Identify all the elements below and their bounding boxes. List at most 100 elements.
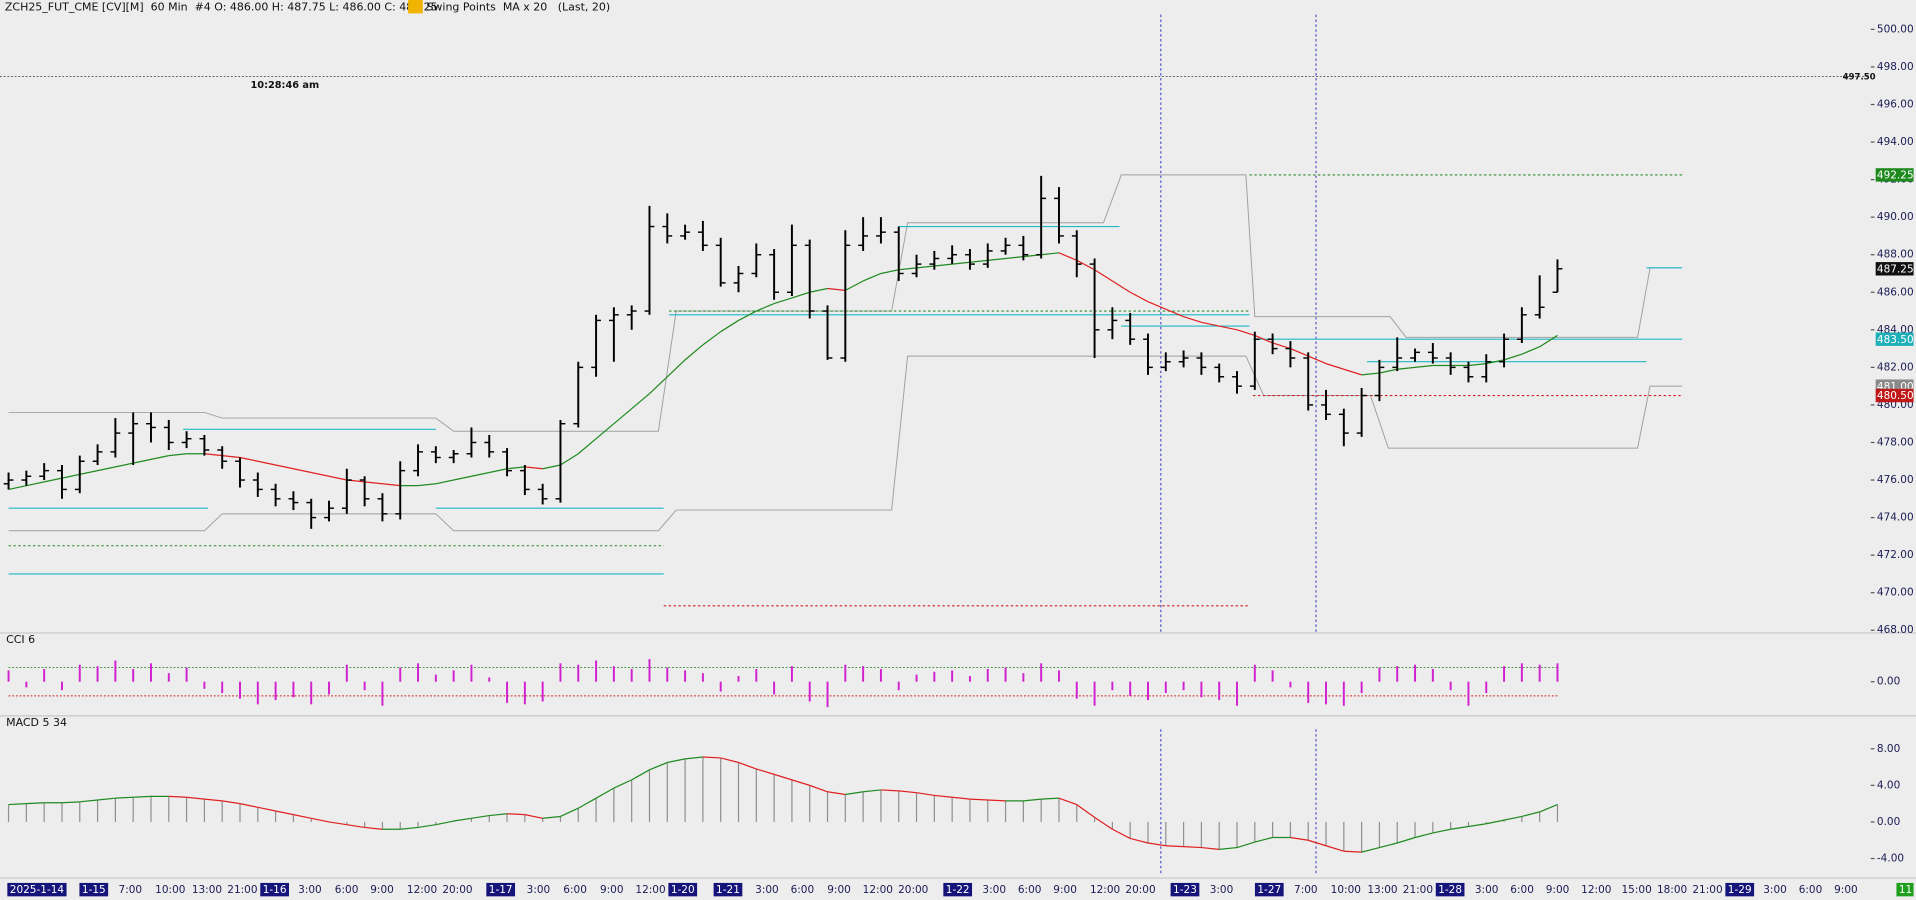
macd-segment <box>453 817 472 822</box>
ma-segment <box>453 475 472 481</box>
macd-segment <box>1023 798 1042 802</box>
header-badge <box>408 0 423 14</box>
date-label: 1-23 <box>1173 884 1197 896</box>
macd-segment <box>880 789 899 792</box>
ma-segment <box>293 468 312 474</box>
macd-segment <box>1308 839 1327 847</box>
macd-segment <box>435 820 454 826</box>
macd-segment <box>1165 845 1184 848</box>
y-tick-label: 478.00 <box>1877 436 1914 448</box>
macd-segment <box>346 824 365 829</box>
date-label-bg <box>260 882 289 897</box>
time-label: 6:00 <box>1510 884 1534 896</box>
time-label: 9:00 <box>370 884 394 896</box>
y-tick-label: 0.00 <box>1877 816 1900 828</box>
time-label: 21:00 <box>227 884 257 896</box>
time-label: 6:00 <box>1799 884 1823 896</box>
macd-segment <box>1076 804 1095 818</box>
ma-segment <box>613 408 633 425</box>
macd-segment <box>1130 837 1149 844</box>
ma-segment <box>542 464 561 470</box>
time-label: 3:00 <box>1475 884 1499 896</box>
date-label-bg <box>668 882 698 897</box>
macd-segment <box>275 810 294 816</box>
time-label: 6:00 <box>1018 884 1042 896</box>
time-label: 12:00 <box>1581 884 1611 896</box>
y-tick-label: 482.00 <box>1877 361 1914 373</box>
ma-segment <box>1219 325 1238 331</box>
ma-segment <box>1201 321 1220 327</box>
ma-segment <box>880 269 899 275</box>
y-tick-label: 500.00 <box>1877 23 1914 35</box>
ma-segment <box>1112 280 1131 293</box>
time-label: 6:00 <box>335 884 359 896</box>
ma-segment <box>1414 364 1433 368</box>
macd-segment <box>1112 828 1131 839</box>
ma-segment <box>222 455 241 459</box>
ma-segment <box>1486 359 1505 365</box>
y-tick-label: 480.00 <box>1877 399 1914 411</box>
time-label: 6:00 <box>791 884 815 896</box>
ma-segment <box>1254 334 1273 344</box>
time-label: 6:00 <box>563 884 587 896</box>
y-tick-label: 474.00 <box>1877 512 1914 524</box>
macd-segment <box>524 814 543 819</box>
macd-segment <box>613 779 632 789</box>
ma-segment <box>1129 291 1149 303</box>
macd-segment <box>595 787 615 799</box>
macd-segment <box>916 792 935 797</box>
crosshair-time: 10:28:46 am <box>250 80 319 91</box>
time-label: 20:00 <box>1125 884 1155 896</box>
ma-segment <box>969 259 988 263</box>
ma-segment <box>862 272 882 282</box>
date-label-bg <box>1170 882 1200 897</box>
time-label: 3:00 <box>527 884 551 896</box>
date-label: 1-20 <box>671 884 695 896</box>
envelope-line <box>8 174 1683 432</box>
date-label-bg <box>1435 882 1465 897</box>
price-tag <box>1875 262 1914 276</box>
ma-segment <box>204 453 223 457</box>
ma-segment <box>987 257 1006 261</box>
ma-segment <box>738 310 757 321</box>
ma-segment <box>8 485 27 491</box>
macd-segment <box>952 796 971 800</box>
ma-segment <box>898 267 917 271</box>
macd-segment <box>97 797 116 801</box>
time-label: 13:00 <box>1367 884 1397 896</box>
time-label: 12:00 <box>863 884 893 896</box>
header-study: Swing Points MA x 20 (Last, 20) <box>426 0 610 13</box>
time-label: 20:00 <box>442 884 472 896</box>
ma-segment <box>1236 329 1255 337</box>
pane-title: MACD 5 34 <box>6 716 67 729</box>
macd-segment <box>542 815 561 819</box>
time-label: 3:00 <box>1763 884 1787 896</box>
date-label-bg <box>713 882 743 897</box>
y-tick-label: 498.00 <box>1877 61 1914 73</box>
macd-segment <box>1201 846 1220 850</box>
crosshair-label: 497.50 <box>1843 72 1876 82</box>
y-tick-label: 484.00 <box>1877 324 1914 336</box>
ma-segment <box>239 456 258 462</box>
y-tick-label: -4.00 <box>1877 853 1904 865</box>
ma-segment <box>1503 353 1523 361</box>
macd-segment <box>507 813 525 816</box>
ma-segment <box>702 331 722 346</box>
y-tick-label: 496.00 <box>1877 98 1914 110</box>
ma-segment <box>1272 342 1291 350</box>
ma-segment <box>26 481 45 487</box>
ma-segment <box>364 481 383 485</box>
ma-segment <box>595 423 615 440</box>
price-tag-label: 492.25 <box>1877 170 1914 182</box>
macd-segment <box>1503 815 1522 821</box>
y-tick-label: 490.00 <box>1877 211 1914 223</box>
time-label: 3:00 <box>1210 884 1234 896</box>
time-label: 9:00 <box>827 884 851 896</box>
macd-segment <box>631 769 650 781</box>
ma-segment <box>1094 269 1113 282</box>
macd-segment <box>756 768 775 775</box>
ma-segment <box>1005 255 1024 260</box>
ma-segment <box>934 263 953 267</box>
ma-segment <box>489 468 508 474</box>
ma-segment <box>791 291 810 299</box>
